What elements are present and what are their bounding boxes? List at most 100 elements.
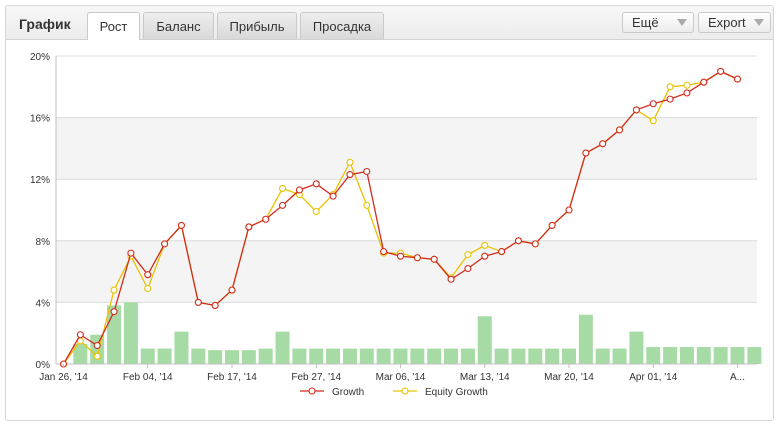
volume-bar: [713, 347, 728, 364]
equity-growth-point: [312, 207, 320, 216]
legend-marker: [401, 387, 409, 395]
growth-point: [565, 206, 573, 214]
growth-point: [262, 215, 270, 223]
widget-title: График: [19, 16, 71, 32]
growth-point: [649, 100, 657, 108]
legend-label: Equity Growth: [425, 387, 488, 398]
growth-point: [717, 67, 725, 75]
tab-drawdown[interactable]: Просадка: [300, 12, 384, 39]
x-tick-label: Mar 13, '14: [460, 372, 510, 383]
growth-point: [194, 298, 202, 306]
chart-toolbar: График Рост Баланс Прибыль Просадка Ещё …: [6, 6, 773, 40]
growth-point: [295, 186, 303, 194]
volume-bar: [427, 348, 442, 364]
volume-bar: [646, 347, 661, 364]
chevron-down-icon: [754, 19, 764, 26]
volume-bar: [208, 350, 223, 364]
x-tick-label: Feb 17, '14: [207, 372, 257, 383]
volume-bar: [679, 347, 694, 364]
more-label: Ещё: [632, 15, 659, 30]
growth-point: [464, 264, 472, 273]
x-tick-label: Mar 06, '14: [376, 372, 426, 383]
equity-growth-point: [363, 201, 371, 209]
tab-profit[interactable]: Прибыль: [217, 12, 297, 39]
growth-point: [481, 252, 489, 260]
equity-growth-point: [110, 286, 118, 294]
more-button[interactable]: Ещё: [622, 12, 694, 33]
growth-point: [498, 248, 506, 256]
volume-bar: [292, 348, 307, 364]
volume-bar: [359, 348, 374, 364]
growth-point: [76, 331, 84, 339]
volume-bar: [376, 348, 391, 364]
growth-point: [666, 95, 674, 103]
volume-bar: [393, 348, 408, 364]
export-label: Export: [708, 15, 746, 30]
volume-bar: [460, 348, 475, 364]
volume-bar: [157, 348, 172, 364]
volume-bar: [511, 348, 526, 364]
volume-bar: [225, 350, 239, 364]
equity-growth-point: [481, 241, 489, 249]
chevron-down-icon: [677, 19, 687, 26]
equity-growth-point: [649, 117, 657, 125]
growth-point: [380, 248, 388, 256]
volume-bar: [545, 348, 560, 364]
growth-point: [430, 255, 438, 263]
y-tick-label: 4%: [36, 298, 51, 309]
volume-bar: [326, 348, 341, 364]
export-button[interactable]: Export: [698, 12, 771, 33]
volume-bar: [477, 316, 492, 364]
volume-bar: [730, 347, 745, 364]
volume-bar: [595, 348, 610, 364]
legend-label: Growth: [332, 387, 364, 398]
volume-bar: [562, 348, 576, 364]
volume-bar: [612, 348, 627, 364]
growth-point: [346, 171, 354, 179]
y-tick-label: 0%: [36, 360, 51, 371]
x-tick-label: Feb 27, '14: [291, 372, 341, 383]
y-tick-label: 16%: [30, 114, 50, 125]
x-tick-label: Apr 01, '14: [629, 372, 677, 383]
volume-bar: [275, 331, 290, 364]
grid-band: [56, 240, 757, 303]
growth-point: [447, 275, 455, 283]
growth-point: [177, 221, 185, 229]
volume-bar: [73, 343, 88, 364]
growth-point: [363, 167, 371, 176]
growth-point: [312, 180, 320, 188]
equity-growth-line: [62, 70, 738, 365]
x-tick-label: Feb 04, '14: [123, 372, 173, 383]
growth-point: [228, 286, 236, 294]
volume-bar: [747, 347, 762, 364]
equity-growth-point: [93, 352, 101, 360]
volume-bar: [174, 331, 189, 364]
volume-bar: [258, 348, 273, 364]
growth-point: [733, 75, 742, 83]
tab-balance[interactable]: Баланс: [143, 12, 214, 39]
x-tick-label: Jan 26, '14: [39, 372, 88, 383]
tab-growth[interactable]: Рост: [87, 12, 140, 40]
equity-growth-point: [346, 158, 354, 166]
growth-point: [582, 149, 590, 157]
growth-point: [278, 201, 287, 209]
growth-point: [396, 252, 405, 260]
growth-line: [62, 70, 738, 365]
growth-point: [110, 308, 118, 316]
y-tick-label: 8%: [36, 237, 51, 248]
volume-bar: [241, 350, 256, 364]
equity-growth-point: [144, 284, 152, 293]
growth-point: [531, 240, 539, 248]
volume-bar: [140, 348, 155, 364]
growth-point: [700, 78, 708, 86]
volume-bar: [444, 348, 459, 364]
volume-bar: [663, 347, 678, 364]
equity-growth-point: [666, 83, 674, 91]
volume-bar: [578, 314, 593, 364]
volume-bar: [696, 347, 711, 364]
equity-growth-point: [464, 251, 472, 259]
volume-bar: [528, 348, 543, 364]
volume-bar: [309, 348, 324, 364]
volume-bar: [410, 348, 425, 364]
